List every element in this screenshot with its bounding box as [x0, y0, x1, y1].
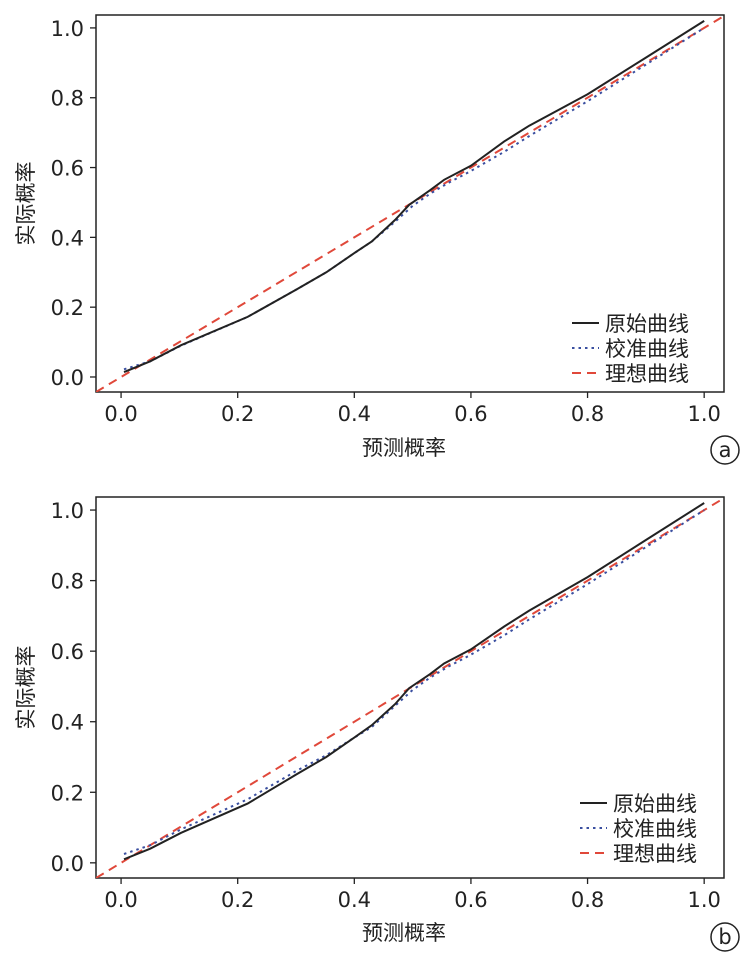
legend-label: 校准曲线	[605, 337, 689, 361]
y-tick-label: 0.4	[51, 711, 84, 735]
x-tick-label: 0.8	[571, 402, 604, 426]
y-tick-label: 0.2	[51, 296, 84, 320]
y-tick-label: 1.0	[51, 499, 84, 523]
legend-label: 理想曲线	[613, 842, 697, 866]
y-tick-label: 0.6	[51, 157, 84, 181]
x-tick-label: 0.4	[338, 402, 371, 426]
y-tick-label: 0.4	[51, 226, 84, 250]
x-tick-label: 0.4	[338, 888, 371, 912]
x-tick-label: 1.0	[687, 888, 720, 912]
series-line-1	[123, 27, 705, 371]
plot-frame	[95, 496, 725, 879]
panel-label: a	[719, 438, 732, 462]
chart-panel-a: 0.0 0.2 0.4 0.6 0.8 1.0 0.0 0.2 0.4 0.6 0.8 1.0 预测概率…	[14, 14, 740, 465]
y-axis-label: 实际概率	[14, 162, 38, 246]
chart-panel-b: 0.0 0.2 0.4 0.6 0.8 1.0 0.0 0.2 0.4 0.6 0.8 1.0 预测概率…	[14, 496, 740, 952]
x-axis-label: 预测概率	[362, 921, 446, 945]
y-axis-label: 实际概率	[14, 646, 38, 730]
series-line-0	[123, 20, 705, 374]
x-tick-label: 0.6	[454, 402, 487, 426]
panel-label-circle	[710, 922, 740, 952]
x-tick-label: 0.0	[104, 402, 137, 426]
x-axis-label: 预测概率	[362, 436, 446, 460]
x-tick-label: 0.2	[221, 888, 254, 912]
x-tick-label: 0.0	[104, 888, 137, 912]
plot-frame	[95, 14, 725, 393]
panel-label: b	[718, 925, 731, 949]
series-line-0	[123, 502, 705, 861]
y-tick-label: 0.0	[51, 366, 84, 390]
legend-label: 原始曲线	[605, 312, 689, 336]
y-tick-label: 0.6	[51, 640, 84, 664]
legend-label: 原始曲线	[613, 792, 697, 816]
y-tick-label: 0.0	[51, 852, 84, 876]
x-tick-label: 0.8	[571, 888, 604, 912]
y-tick-label: 1.0	[51, 17, 84, 41]
y-tick-label: 0.8	[51, 87, 84, 111]
legend-label: 理想曲线	[605, 362, 689, 386]
series-line-1	[123, 509, 705, 855]
x-tick-label: 0.2	[221, 402, 254, 426]
x-tick-label: 1.0	[687, 402, 720, 426]
y-tick-label: 0.2	[51, 781, 84, 805]
panel-label-circle	[710, 435, 740, 465]
x-tick-label: 0.6	[454, 888, 487, 912]
legend-label: 校准曲线	[613, 817, 697, 841]
y-tick-label: 0.8	[51, 570, 84, 594]
